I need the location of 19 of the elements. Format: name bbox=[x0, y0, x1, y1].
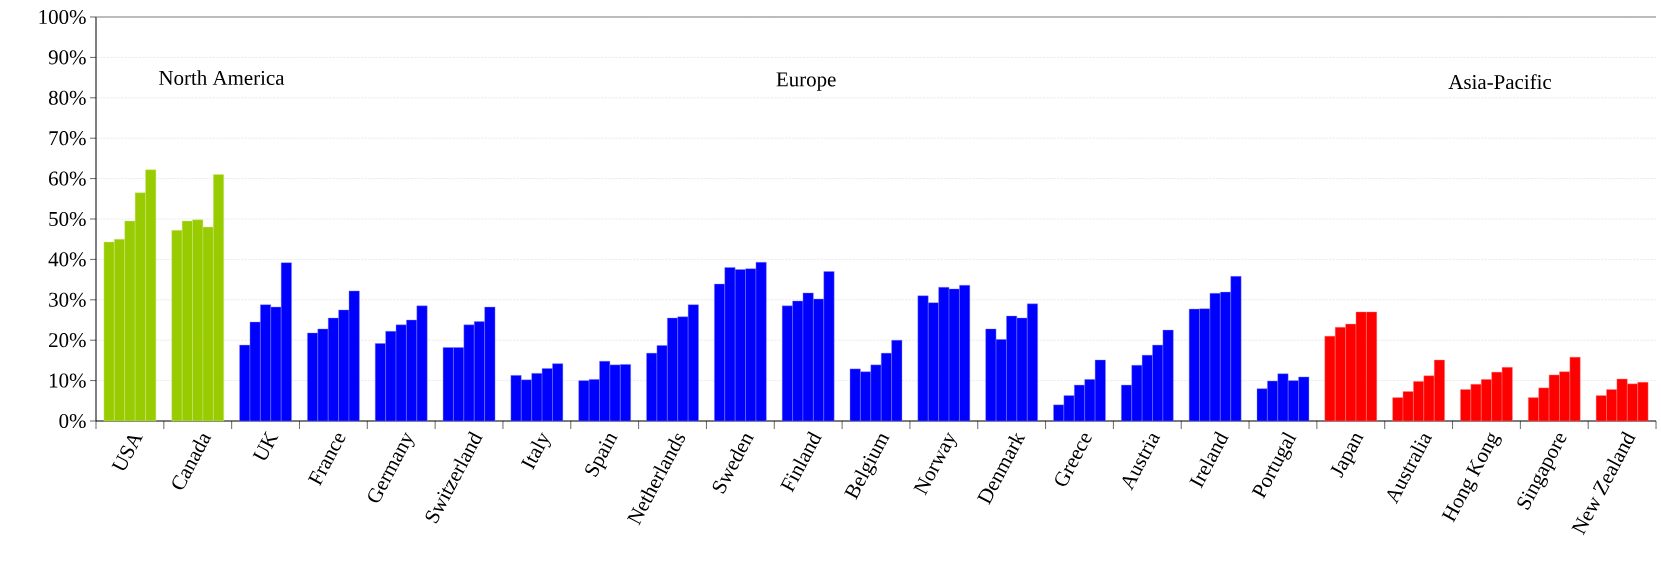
x-tick-label: USA bbox=[111, 435, 143, 471]
x-tick-label: UK bbox=[252, 431, 279, 460]
y-tick-label: 40% bbox=[48, 252, 86, 267]
y-tick-label: 0% bbox=[59, 413, 86, 429]
y-tick-label: 50% bbox=[49, 211, 86, 227]
y-tick-label: 10% bbox=[49, 373, 86, 388]
y-tick-label: 80% bbox=[48, 90, 86, 105]
y-tick-label: 70% bbox=[49, 131, 86, 146]
x-tick-label: Spain bbox=[585, 433, 618, 478]
x-tick-label: Japan bbox=[1330, 433, 1364, 479]
y-tick-label: 20% bbox=[49, 333, 86, 348]
y-tick-label: 30% bbox=[49, 292, 86, 307]
y-tick-label: 90% bbox=[48, 50, 86, 65]
annotation: Asia-Pacific bbox=[1448, 74, 1552, 90]
y-tick-label: 60% bbox=[49, 171, 86, 186]
annotation: North America bbox=[159, 70, 285, 85]
x-tick-label: Italy bbox=[520, 432, 551, 470]
annotation: Europe bbox=[776, 72, 836, 91]
y-tick-label: 100% bbox=[39, 9, 86, 25]
